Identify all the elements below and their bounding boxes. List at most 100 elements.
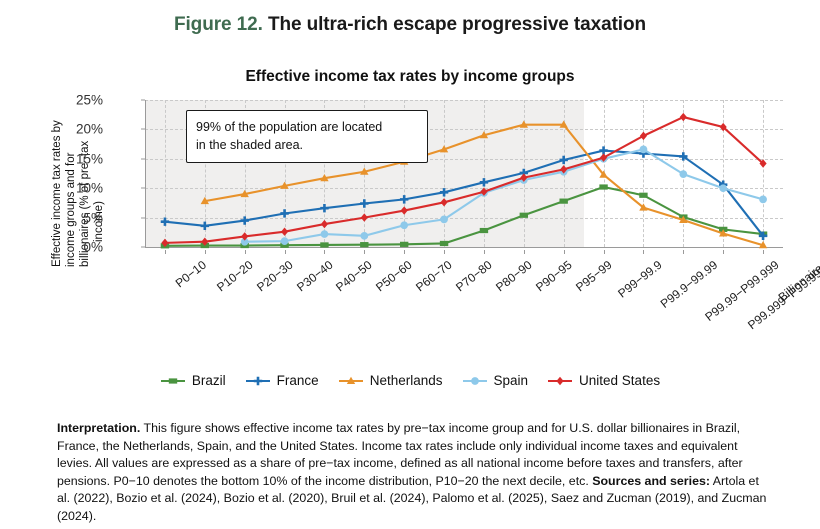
x-tick-mark <box>643 250 645 254</box>
data-point-marker <box>280 237 289 245</box>
y-tick-mark <box>141 99 145 101</box>
data-point-marker <box>559 155 568 165</box>
data-point-marker <box>639 145 648 154</box>
x-tick-label: P40−50 <box>333 257 376 295</box>
interpretation-body-1: This figure shows effective income tax r… <box>57 421 743 488</box>
x-tick-mark <box>444 250 446 254</box>
legend-marker-icon <box>338 376 363 384</box>
data-point-marker <box>240 237 249 246</box>
data-point-marker <box>240 216 249 225</box>
data-point-marker <box>639 131 648 141</box>
y-axis-ticks: 0% 5% 10% 15% 20% 25% <box>0 0 145 529</box>
x-tick-mark <box>324 250 326 254</box>
data-point-marker <box>360 231 369 240</box>
x-tick-mark <box>603 250 605 254</box>
x-tick-label: P70−80 <box>453 257 495 295</box>
gridline-vertical <box>723 100 725 247</box>
chart-series-layer <box>160 112 768 249</box>
x-tick-mark <box>483 250 485 254</box>
x-tick-mark <box>244 250 246 254</box>
y-tick-label: 25% <box>75 92 103 108</box>
legend-label: Brazil <box>191 373 226 388</box>
interpretation-note: Interpretation. This figure shows effect… <box>57 420 769 526</box>
legend-item-brazil[interactable]: Brazil <box>160 373 226 388</box>
x-tick-mark <box>523 250 525 254</box>
data-point-marker <box>360 213 368 222</box>
data-point-marker <box>241 232 249 241</box>
data-point-marker <box>320 219 329 229</box>
gridline-horizontal <box>145 158 783 160</box>
data-point-marker <box>479 227 489 234</box>
x-tick-label: P50−60 <box>373 257 415 295</box>
data-point-marker <box>758 231 768 241</box>
gridline-horizontal <box>145 217 783 219</box>
y-tick-label: 20% <box>75 121 103 137</box>
x-tick-label: P30−40 <box>293 257 336 295</box>
data-point-marker <box>679 215 688 223</box>
data-point-marker <box>399 241 409 247</box>
data-point-marker <box>320 230 329 238</box>
data-point-marker <box>679 170 688 178</box>
legend-item-netherlands[interactable]: Netherlands <box>338 373 443 388</box>
data-point-marker <box>719 122 727 132</box>
x-tick-label: P90−95 <box>532 257 575 295</box>
data-point-marker <box>440 198 448 207</box>
x-tick-mark <box>164 250 166 254</box>
y-tick-label: 0% <box>83 239 103 255</box>
data-point-marker <box>200 196 210 205</box>
data-point-marker <box>519 212 529 218</box>
data-point-marker <box>439 145 449 153</box>
data-point-marker <box>280 181 289 189</box>
data-point-marker <box>200 221 210 231</box>
gridline-horizontal <box>145 188 783 190</box>
legend-item-spain[interactable]: Spain <box>462 373 528 388</box>
x-tick-mark <box>204 250 206 254</box>
data-point-marker <box>639 203 648 211</box>
data-point-marker <box>161 238 169 248</box>
data-point-marker <box>320 242 329 248</box>
data-point-marker <box>599 146 608 155</box>
data-point-marker <box>320 174 329 182</box>
data-point-marker <box>439 188 449 197</box>
x-tick-label: P95−99 <box>572 257 615 295</box>
data-point-marker <box>559 120 568 128</box>
interpretation-lead: Interpretation. <box>57 421 141 435</box>
x-tick-label: P10−20 <box>213 257 256 295</box>
gridline-vertical <box>444 100 446 247</box>
data-point-marker <box>599 184 608 190</box>
y-tick-mark <box>141 246 145 248</box>
gridline-vertical <box>643 100 645 247</box>
series-line <box>244 148 764 243</box>
legend-item-united-states[interactable]: United States <box>547 373 660 388</box>
gridline-horizontal <box>145 100 783 101</box>
y-axis-line <box>145 100 146 247</box>
x-tick-label: P20−30 <box>253 257 296 295</box>
x-tick-mark <box>563 250 565 254</box>
x-tick-mark <box>763 250 765 254</box>
series-brazil <box>160 184 768 249</box>
data-point-marker <box>280 209 289 218</box>
data-point-marker <box>360 167 369 175</box>
data-point-marker <box>718 229 728 237</box>
data-point-marker <box>480 187 488 196</box>
x-tick-mark <box>723 250 725 254</box>
y-tick-label: 5% <box>83 210 103 226</box>
gridline-vertical <box>404 100 406 247</box>
data-point-marker <box>320 203 329 213</box>
gridline-vertical <box>324 100 326 247</box>
legend-item-france[interactable]: France <box>245 373 319 388</box>
figure-title: Figure 12. The ultra-rich escape progres… <box>0 14 820 36</box>
legend-label: United States <box>579 373 661 388</box>
data-point-marker <box>519 120 529 128</box>
x-axis-line <box>145 247 783 248</box>
x-tick-label: P60−70 <box>413 257 455 295</box>
legend-marker-icon <box>245 376 270 385</box>
y-tick-label: 10% <box>75 180 103 196</box>
data-point-marker <box>160 217 170 226</box>
data-point-marker <box>679 112 687 122</box>
y-tick-label: 15% <box>75 151 103 167</box>
chart-legend: Brazil France Netherlands Spain United State… <box>0 373 820 388</box>
data-point-marker <box>479 131 489 139</box>
series-line <box>164 116 764 244</box>
gridline-vertical <box>244 100 246 247</box>
